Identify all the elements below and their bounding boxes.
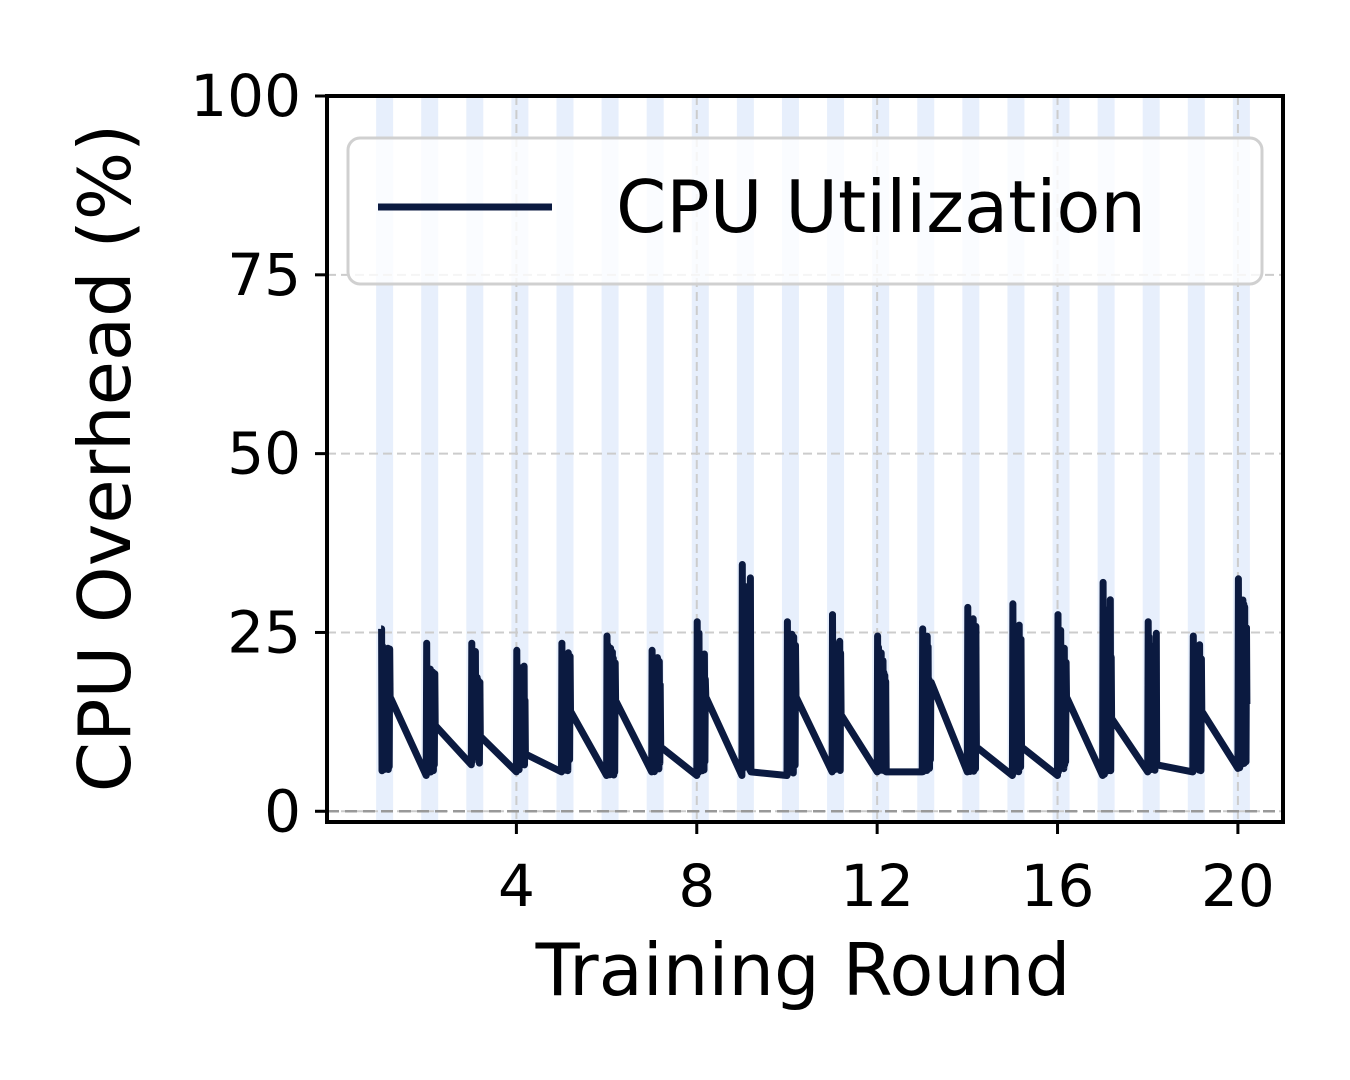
legend: CPU Utilization (346, 136, 1264, 286)
cpu-utilization-series (378, 561, 1251, 779)
x-tick-label-16: 16 (1021, 852, 1095, 920)
axis-ticks: 4 8 12 16 20 0 25 50 75 100 (190, 62, 1275, 920)
x-axis-title: Training Round (535, 928, 1071, 1012)
x-tick-label-20: 20 (1201, 852, 1275, 920)
legend-label-cpu-utilization: CPU Utilization (616, 165, 1146, 249)
y-tick-label-100: 100 (190, 62, 301, 130)
x-tick-label-12: 12 (840, 852, 914, 920)
y-tick-label-0: 0 (264, 777, 301, 845)
y-tick-label-50: 50 (227, 420, 301, 488)
y-tick-label-25: 25 (227, 598, 301, 666)
y-axis-title: CPU Overhead (%) (63, 124, 147, 792)
y-tick-label-75: 75 (227, 241, 301, 309)
cpu-utilization-line (378, 561, 1251, 779)
plot-frame (325, 94, 1285, 824)
x-tick-label-4: 4 (498, 852, 535, 920)
x-tick-label-8: 8 (678, 852, 715, 920)
legend-box (346, 136, 1264, 286)
